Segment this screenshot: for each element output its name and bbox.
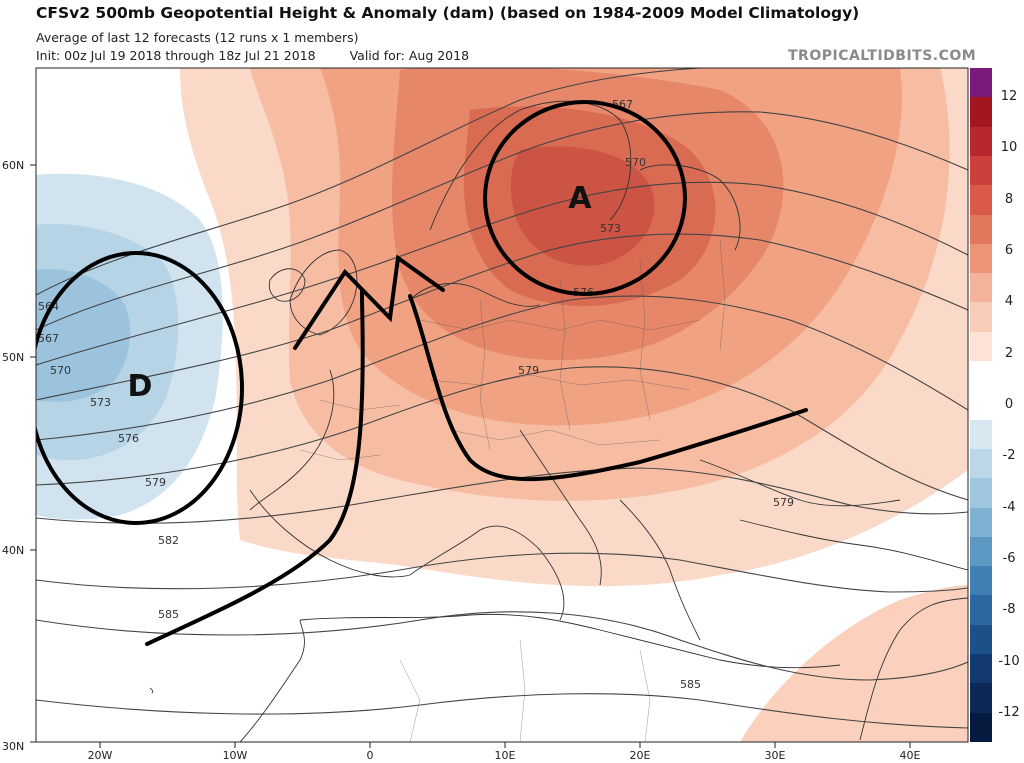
colorbar-cell	[970, 536, 992, 567]
colorbar-cell	[970, 712, 992, 743]
contour-label: 582	[158, 534, 179, 547]
lon-label: 30E	[765, 749, 786, 762]
high-label: A	[568, 181, 592, 216]
contour-label: 573	[600, 222, 621, 235]
colorbar-cell	[970, 448, 992, 479]
colorbar-label: -10	[998, 653, 1020, 669]
contour-path	[36, 611, 968, 681]
chart-subtitle: Average of last 12 forecasts (12 runs x …	[36, 30, 359, 45]
colorbar-cell	[970, 390, 992, 421]
contour-label: 570	[625, 156, 646, 169]
colorbar-cell	[970, 302, 992, 333]
colorbar-cell	[970, 507, 992, 538]
colorbar-cell	[970, 243, 992, 274]
colorbar-cell	[970, 185, 992, 215]
contour-path	[36, 552, 968, 593]
colorbar-label: -2	[1002, 448, 1016, 464]
lon-axis: 20W 10W 0 10E 20E 30E 40E	[88, 742, 921, 762]
anomaly-plus-6	[510, 146, 655, 266]
colorbar-label: 4	[1004, 294, 1014, 310]
colorbar-label: -6	[1002, 551, 1016, 566]
lon-label: 10E	[495, 749, 516, 762]
colorbar-label: 6	[1004, 243, 1014, 258]
lon-label: 10W	[223, 749, 248, 762]
brand-watermark[interactable]: TROPICALTIDBITS.COM	[788, 48, 977, 64]
lon-label: 20W	[88, 749, 113, 762]
height-contours	[36, 68, 968, 729]
colorbar-cell	[970, 97, 992, 128]
map-frame	[35, 67, 969, 743]
colorbar-label: -8	[1002, 602, 1016, 618]
colorbar-label: 2	[1004, 345, 1014, 361]
flow-arrow-west	[145, 288, 365, 646]
contour-label: 576	[118, 432, 139, 445]
contour-label: 579	[145, 476, 166, 489]
contour-label: 585	[680, 678, 701, 691]
colorbar-cell	[970, 155, 992, 186]
contour-label: 567	[38, 332, 59, 345]
lat-label: 50N	[2, 351, 24, 364]
contour-label: 573	[90, 396, 111, 409]
colorbar-label: 8	[1004, 191, 1014, 207]
contour-path	[36, 233, 968, 401]
colorbar-cell	[970, 126, 992, 157]
lat-label: 60N	[2, 159, 24, 172]
lat-axis: 60N 50N 40N 30N	[2, 159, 36, 753]
annotations	[36, 100, 808, 646]
contour-path	[36, 68, 701, 296]
arrow-head	[293, 254, 445, 350]
colorbar-cell	[970, 624, 992, 655]
colorbar-label: 12	[1000, 89, 1018, 104]
lat-label: 30N	[2, 740, 24, 753]
coastlines	[149, 100, 968, 742]
colorbar-label: -4	[1002, 499, 1016, 515]
colorbar-label: -12	[998, 705, 1020, 720]
colorbar-cell	[970, 683, 992, 714]
anomaly-plus-se	[740, 585, 968, 742]
colorbar-label: 0	[1004, 397, 1014, 412]
valid-text: Valid for: Aug 2018	[349, 48, 470, 63]
flow-arrow-east	[408, 294, 808, 482]
map-field: 564 567 570 573 576 579 582 585 567 570 …	[36, 68, 968, 742]
contour-label: 579	[773, 496, 794, 509]
colorbar-cell	[970, 361, 992, 391]
lat-label: 40N	[2, 544, 24, 557]
colorbar-cell	[970, 595, 992, 626]
lon-label: 20E	[630, 749, 651, 762]
low-label: D	[128, 369, 153, 404]
lon-label: 40E	[900, 749, 921, 762]
contour-label: 570	[50, 364, 71, 377]
colorbar-cell	[970, 68, 992, 98]
country-borders	[299, 239, 726, 742]
colorbar-cell	[970, 419, 992, 450]
high-circle	[483, 100, 687, 296]
colorbar-cell	[970, 654, 992, 684]
init-text: Init: 00z Jul 19 2018 through 18z Jul 21…	[36, 48, 316, 63]
contour-path	[36, 111, 968, 331]
colorbar-cell	[970, 214, 992, 245]
contour-path	[36, 693, 968, 729]
chart-title: CFSv2 500mb Geopotential Height & Anomal…	[36, 4, 860, 22]
colorbar-label: 10	[1000, 140, 1018, 156]
init-line: Init: 00z Jul 19 2018 through 18z Jul 21…	[36, 48, 469, 63]
contour-path	[36, 366, 968, 501]
lon-label: 0	[367, 749, 374, 762]
contour-path	[36, 295, 968, 441]
contour-path	[36, 181, 968, 366]
contour-path	[36, 467, 968, 524]
colorbar-cell	[970, 331, 992, 362]
low-ellipse	[36, 251, 244, 525]
colorbar-cell	[970, 566, 992, 596]
colorbar-cell	[970, 273, 992, 303]
contour-label: 585	[158, 608, 179, 621]
colorbar-cell	[970, 478, 992, 509]
colorbar	[970, 68, 992, 743]
contour-label: 579	[518, 364, 539, 377]
